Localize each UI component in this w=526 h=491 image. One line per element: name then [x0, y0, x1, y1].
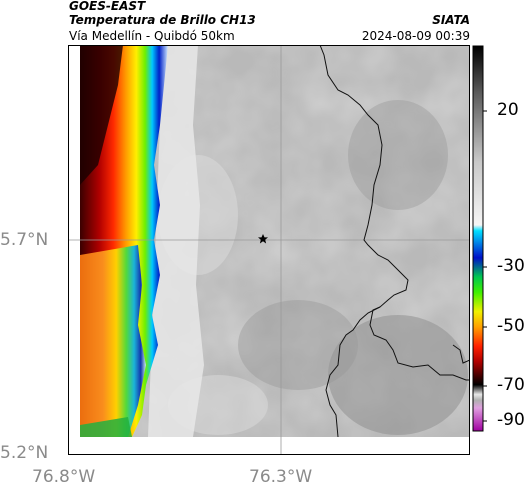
header-timestamp: 2024-08-09 00:39: [361, 29, 470, 43]
boundary-line: [325, 306, 381, 438]
colorbar-label: -30: [497, 256, 525, 276]
boundary-line: [452, 344, 470, 364]
lon-label: 76.3°W: [249, 467, 313, 487]
colorbar-label: 20: [497, 100, 519, 120]
header-route: Vía Medellín - Quibdó 50km: [69, 29, 235, 43]
header-satellite: GOES-EAST: [69, 0, 146, 13]
satellite-image-map: [68, 45, 470, 455]
lon-label: 76.8°W: [32, 467, 96, 487]
colorbar: [472, 45, 487, 432]
boundary-line: [319, 45, 470, 381]
star-icon: [258, 234, 268, 244]
colorbar-label: -90: [497, 410, 525, 430]
colorbar-label: -50: [497, 316, 525, 336]
lat-label: 5.7°N: [0, 230, 49, 250]
lat-label: 5.2°N: [0, 443, 49, 463]
header-source: SIATA: [432, 13, 470, 27]
map-frame: [68, 45, 470, 455]
colorbar-label: -70: [497, 375, 525, 395]
header-product: Temperatura de Brillo CH13: [69, 13, 256, 27]
